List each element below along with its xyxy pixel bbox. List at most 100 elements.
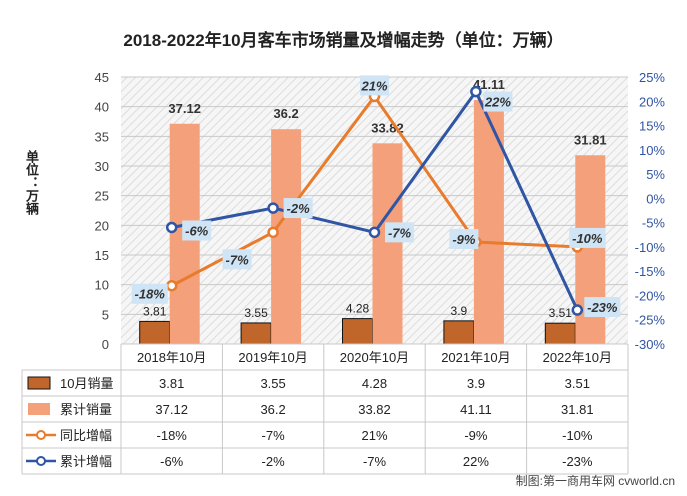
legend-label: 累计销量 (60, 402, 112, 417)
table-cell: -2% (262, 454, 286, 469)
yoy-growth-label: -18% (135, 287, 166, 302)
legend-label: 10月销量 (60, 376, 113, 391)
y-tick-label: 15 (95, 248, 109, 263)
cumulative-growth-label: -6% (185, 223, 209, 238)
bar-monthly-sales (544, 322, 576, 345)
y2-tick-label: 0% (646, 191, 665, 206)
cumulative-growth-point (368, 226, 381, 239)
table-cell: -7% (262, 428, 286, 443)
bar-value-label: 3.81 (143, 304, 167, 318)
cumulative-growth-label: -2% (287, 201, 311, 216)
y-tick-label: 0 (102, 337, 109, 352)
chart-title: 2018-2022年10月客车市场销量及增幅走势（单位：万辆） (123, 31, 564, 50)
table-cell: -23% (562, 454, 593, 469)
x-tick-label: 2020年10月 (340, 350, 409, 365)
bar-monthly-sales (139, 320, 171, 345)
cumulative-growth-label: 22% (484, 95, 511, 110)
bar-value-label: 4.28 (346, 302, 370, 316)
yoy-growth-point (165, 279, 178, 292)
y2-tick-label: 5% (646, 167, 665, 182)
y2-tick-label: 20% (639, 94, 665, 109)
table-cell: 4.28 (362, 376, 387, 391)
y-tick-label: 5 (102, 307, 109, 322)
table-cell: 22% (463, 454, 489, 469)
yoy-growth-label-box (569, 227, 606, 248)
legend-label: 累计增幅 (60, 454, 112, 469)
table-cell: 3.55 (260, 376, 285, 391)
y2-tick-label: -15% (635, 264, 666, 279)
table-cell: 31.81 (561, 402, 594, 417)
y2-tick-label: -20% (635, 288, 666, 303)
bar-value-label: 31.81 (574, 132, 607, 147)
legend-swatch (27, 376, 51, 390)
yoy-growth-label: -9% (452, 232, 476, 247)
bar-value-label: 33.82 (371, 120, 404, 135)
cumulative-growth-label-box (182, 220, 212, 241)
source-credit: 制图:第一商用车网 cvworld.cn (515, 474, 675, 488)
bar-value-label: 3.55 (244, 306, 268, 320)
y-tick-label: 40 (95, 100, 109, 115)
yoy-growth-label-box (222, 249, 252, 270)
table-cell: 33.82 (358, 402, 391, 417)
y-tick-label: 30 (95, 159, 109, 174)
yoy-growth-label: -7% (226, 252, 250, 267)
x-tick-label: 2021年10月 (441, 350, 510, 365)
y-tick-label: 45 (95, 70, 109, 85)
y-tick-label: 25 (95, 189, 109, 204)
y2-tick-label: -30% (635, 337, 666, 352)
yoy-growth-label-box (131, 283, 168, 304)
cumulative-growth-label: -7% (388, 225, 412, 240)
yoy-growth-label-box (360, 75, 389, 96)
y2-tick-label: 15% (639, 119, 665, 134)
table-cell: -10% (562, 428, 593, 443)
x-tick-label: 2022年10月 (543, 350, 612, 365)
cumulative-growth-point (165, 221, 178, 234)
legend-swatch-marker (36, 430, 46, 440)
cumulative-growth-point (571, 304, 584, 316)
bar-monthly-sales (443, 320, 475, 345)
bar-value-label: 37.12 (168, 101, 201, 116)
cumulative-growth-label: -23% (587, 300, 618, 315)
legend-swatch-marker (36, 456, 46, 466)
cumulative-growth-point (470, 85, 482, 98)
yoy-growth-label-box (449, 229, 479, 250)
cumulative-growth-point (267, 202, 279, 214)
yoy-growth-label: 21% (360, 78, 387, 93)
y-tick-label: 10 (95, 278, 109, 293)
table-cell: 21% (361, 428, 387, 443)
table-cell: -7% (363, 454, 387, 469)
x-tick-label: 2019年10月 (238, 350, 307, 365)
cumulative-growth-label-box (385, 222, 414, 243)
table-cell: -18% (157, 428, 188, 443)
y2-tick-label: 10% (639, 143, 665, 158)
table-cell: 41.11 (460, 402, 492, 417)
bar-cumulative-sales (473, 100, 504, 345)
cumulative-growth-label-box (584, 297, 621, 318)
x-tick-label: 2018年10月 (137, 350, 206, 365)
table-cell: 3.51 (565, 376, 590, 391)
y2-tick-label: -25% (635, 313, 666, 328)
y2-tick-label: -5% (642, 216, 666, 231)
table-cell: -9% (464, 428, 488, 443)
table-cell: 37.12 (155, 402, 188, 417)
legend-label: 同比增幅 (60, 428, 112, 443)
y2-tick-label: 25% (639, 70, 665, 85)
table-cell: 3.9 (467, 376, 485, 391)
bar-monthly-sales (342, 318, 373, 345)
bar-value-label: 41.11 (473, 77, 505, 92)
table-cell: -6% (160, 454, 184, 469)
cumulative-growth-label-box (483, 91, 513, 112)
legend-swatch (28, 403, 50, 415)
y2-tick-label: -10% (635, 240, 666, 255)
bar-value-label: 3.9 (451, 304, 468, 318)
y-tick-label: 20 (95, 218, 109, 233)
cumulative-growth-label-box (283, 198, 313, 219)
bar-monthly-sales (240, 322, 272, 345)
table-cell: 36.2 (260, 402, 285, 417)
yoy-growth-label: -10% (572, 231, 603, 246)
y-tick-label: 35 (95, 129, 109, 144)
bar-value-label: 36.2 (273, 106, 298, 121)
yoy-growth-point (267, 226, 279, 239)
table-cell: 3.81 (159, 376, 184, 391)
